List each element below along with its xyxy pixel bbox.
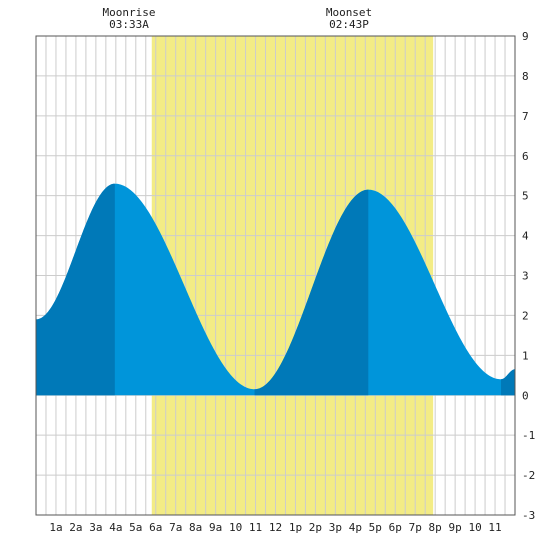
x-axis-labels: 1a 2a 3a 4a 5a 6a 7a 8a 9a 10 11 12 1p 2p 3p 4p 5p 6p 7p 8p… bbox=[49, 521, 501, 534]
x-tick-label: 5a bbox=[129, 521, 142, 534]
x-tick-label: 1a bbox=[49, 521, 62, 534]
x-tick-label: 1p bbox=[289, 521, 302, 534]
x-tick-label: 2p bbox=[309, 521, 322, 534]
y-tick-label: -1 bbox=[522, 429, 535, 442]
x-tick-label: 2a bbox=[69, 521, 82, 534]
moonrise-time: 03:33A bbox=[109, 18, 149, 31]
tide-area-light bbox=[36, 183, 515, 396]
x-tick-label: 10 bbox=[468, 521, 481, 534]
y-tick-label: 7 bbox=[522, 110, 529, 123]
y-tick-label: 0 bbox=[522, 389, 529, 402]
x-tick-label: 5p bbox=[369, 521, 382, 534]
tide-area-dark bbox=[36, 183, 115, 396]
moonset-label: Moonset bbox=[325, 6, 373, 19]
moonrise-label: Moonrise bbox=[102, 6, 156, 19]
moonset-time: 02:43P bbox=[329, 18, 369, 31]
y-tick-label: 8 bbox=[522, 70, 529, 83]
x-tick-label: 11 bbox=[249, 521, 262, 534]
x-tick-label: 4a bbox=[109, 521, 122, 534]
x-tick-label: 10 bbox=[229, 521, 242, 534]
x-tick-label: 4p bbox=[349, 521, 362, 534]
y-tick-label: 3 bbox=[522, 270, 529, 283]
x-tick-label: 12 bbox=[269, 521, 282, 534]
x-tick-label: 9p bbox=[449, 521, 462, 534]
x-tick-label: 6p bbox=[389, 521, 402, 534]
plot-border bbox=[35, 35, 516, 516]
x-tick-label: 7p bbox=[409, 521, 422, 534]
y-tick-label: 6 bbox=[522, 150, 529, 163]
tide-area-dark bbox=[501, 369, 515, 396]
y-tick-label: 2 bbox=[522, 309, 529, 322]
x-tick-label: 3a bbox=[89, 521, 102, 534]
y-tick-label: -3 bbox=[522, 509, 535, 522]
y-tick-label: 1 bbox=[522, 349, 529, 362]
y-tick-label: 5 bbox=[522, 190, 529, 203]
x-tick-label: 7a bbox=[169, 521, 182, 534]
x-tick-label: 3p bbox=[329, 521, 342, 534]
tide-area-dark bbox=[254, 189, 369, 396]
x-tick-label: 11 bbox=[488, 521, 501, 534]
y-tick-label: -2 bbox=[522, 469, 535, 482]
x-tick-label: 8p bbox=[429, 521, 442, 534]
tide-area bbox=[36, 183, 515, 396]
x-tick-label: 9a bbox=[209, 521, 222, 534]
y-tick-label: 9 bbox=[522, 30, 529, 43]
x-tick-label: 6a bbox=[149, 521, 162, 534]
x-tick-label: 8a bbox=[189, 521, 202, 534]
y-tick-label: 4 bbox=[522, 230, 529, 243]
y-axis-labels: -3 -2 -1 0 1 2 3 4 5 6 7 8 9 bbox=[522, 30, 535, 522]
